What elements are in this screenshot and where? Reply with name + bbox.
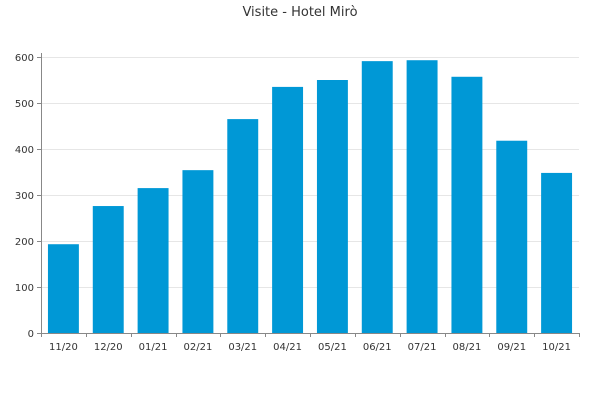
bar-10-21: [541, 172, 573, 333]
bar-11-20: [47, 244, 79, 333]
x-tick-label: 07/21: [408, 342, 437, 353]
chart-title: Visite - Hotel Mirò: [242, 5, 357, 20]
y-tick-label: 600: [15, 53, 34, 64]
y-axis-ticks: 0 100 200 300 400 500 600: [15, 53, 41, 340]
x-tick-label: 03/21: [228, 342, 257, 353]
x-tick-label: 04/21: [273, 342, 302, 353]
bar-09-21: [496, 140, 528, 333]
y-tick-label: 200: [15, 237, 34, 248]
bar-05-21: [316, 80, 348, 333]
bar-07-21: [406, 60, 438, 333]
x-tick-label: 09/21: [497, 342, 526, 353]
x-tick-label: 06/21: [363, 342, 392, 353]
y-tick-label: 300: [15, 191, 34, 202]
y-tick-label: 100: [15, 283, 34, 294]
x-tick-label: 01/21: [139, 342, 168, 353]
x-tick-label: 05/21: [318, 342, 347, 353]
y-tick-label: 500: [15, 99, 34, 110]
bar-01-21: [137, 188, 169, 333]
bars: [47, 60, 573, 334]
x-tick-label: 08/21: [453, 342, 482, 353]
x-tick-label: 11/20: [49, 342, 78, 353]
gridlines: [41, 57, 579, 288]
x-tick-label: 10/21: [542, 342, 571, 353]
y-tick-label: 0: [28, 329, 34, 340]
x-axis-ticks: 11/20 12/20 01/21 02/21 03/21 04/21 05/21 06/21…: [41, 333, 580, 353]
bar-02-21: [182, 170, 214, 333]
bar-08-21: [451, 76, 483, 333]
x-tick-label: 12/20: [94, 342, 123, 353]
bar-04-21: [272, 86, 304, 334]
bar-12-20: [92, 206, 124, 333]
bar-03-21: [227, 119, 259, 333]
y-tick-label: 400: [15, 145, 34, 156]
bar-06-21: [361, 61, 393, 333]
x-tick-label: 02/21: [184, 342, 213, 353]
